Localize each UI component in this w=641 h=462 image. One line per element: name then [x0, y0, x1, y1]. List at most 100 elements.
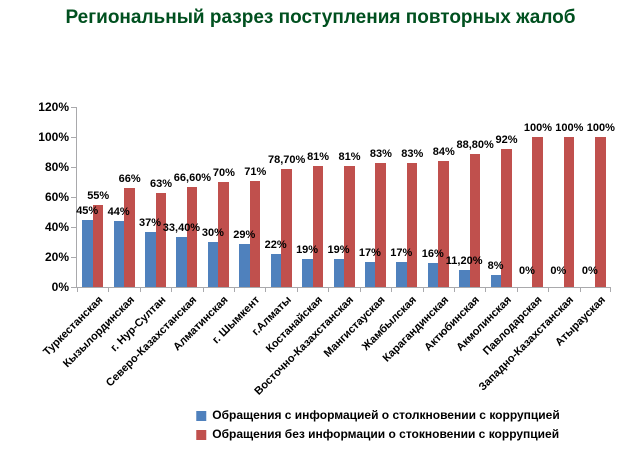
x-label-1: Туркестанская: [40, 294, 106, 359]
bar-red-16: [563, 137, 575, 287]
x-label-2: Кызылординская: [60, 294, 137, 371]
bar-red-13: [469, 153, 481, 287]
x-tick-5: [234, 287, 236, 292]
legend-label-red: Обращения без информации о стокновении с…: [212, 427, 560, 441]
y-tick-label-1: 20%: [44, 250, 69, 264]
bar-label-blue-2: 44%: [107, 206, 130, 218]
bar-blue-1: [82, 219, 93, 287]
bar-label-red-4: 66,60%: [173, 172, 212, 185]
x-label-6: г. Шымкент: [210, 294, 263, 347]
bar-label-blue-13: 11,20%: [445, 255, 483, 268]
x-label-10: Мангистауская: [322, 294, 388, 360]
bar-label-red-6: 71%: [244, 165, 267, 178]
y-tick-2: [71, 226, 77, 228]
y-tick-6: [71, 106, 77, 108]
bar-red-1: [92, 204, 104, 287]
legend-swatch-blue: [196, 410, 207, 421]
bar-blue-3: [145, 231, 156, 287]
x-tick-0: [77, 287, 78, 292]
bar-blue-12: [427, 263, 439, 287]
x-label-5: Алматинская: [171, 294, 231, 354]
bar-label-blue-12: 16%: [421, 248, 444, 260]
x-tick-14: [516, 287, 518, 292]
bar-label-blue-4: 33,40%: [162, 221, 201, 234]
x-tick-8: [328, 287, 330, 292]
bar-label-red-13: 88,80%: [456, 138, 494, 151]
bar-label-blue-16: 0%: [550, 265, 567, 277]
bar-blue-9: [333, 258, 344, 287]
x-label-17: Атырауская: [553, 294, 608, 349]
bar-label-blue-10: 17%: [358, 246, 381, 259]
legend: Обращения с информацией о столкновении с…: [196, 406, 560, 444]
legend-label-blue: Обращения с информацией о столкновении с…: [212, 408, 560, 422]
x-tick-15: [548, 287, 550, 292]
y-tick-label-3: 60%: [44, 190, 69, 204]
bar-red-17: [595, 137, 606, 287]
bar-red-11: [406, 162, 418, 287]
bar-label-blue-15: 0%: [519, 265, 535, 277]
x-tick-13: [485, 287, 487, 292]
bar-red-2: [124, 188, 135, 287]
bar-blue-5: [207, 242, 219, 287]
y-tick-3: [71, 196, 77, 198]
x-label-14: Акмолинская: [453, 294, 514, 354]
x-tick-7: [296, 287, 298, 292]
y-tick-label-6: 120%: [38, 100, 69, 114]
bar-label-red-1: 55%: [87, 189, 110, 202]
bar-label-blue-9: 19%: [327, 243, 350, 256]
y-tick-4: [71, 166, 77, 168]
bar-label-blue-1: 45%: [76, 204, 99, 217]
bar-red-10: [375, 162, 386, 287]
bar-red-15: [532, 137, 543, 287]
bar-red-9: [344, 165, 355, 287]
x-tick-6: [265, 287, 267, 292]
bar-label-red-11: 83%: [401, 147, 424, 160]
bar-blue-14: [490, 275, 502, 287]
x-label-8: Костанайская: [263, 294, 326, 356]
bar-label-blue-3: 37%: [139, 216, 162, 229]
x-tick-4: [202, 287, 204, 292]
bar-label-red-9: 81%: [338, 150, 361, 163]
x-label-9: Восточно-Казахстанская: [252, 294, 357, 398]
bar-label-blue-11: 17%: [390, 246, 413, 259]
y-tick-label-4: 80%: [44, 160, 69, 174]
bar-label-red-8: 81%: [307, 150, 330, 163]
bar-label-red-17: 100%: [586, 122, 615, 134]
x-label-11: Жамбылская: [360, 294, 420, 353]
y-tick-1: [71, 256, 77, 258]
legend-swatch-red: [196, 429, 207, 440]
x-label-15: Павлодарская: [481, 294, 545, 358]
bar-label-red-16: 100%: [555, 122, 584, 134]
x-tick-9: [359, 287, 361, 292]
bar-label-blue-17: 0%: [581, 265, 598, 277]
bar-blue-6: [239, 243, 250, 287]
x-tick-16: [579, 287, 581, 292]
y-tick-label-2: 40%: [44, 220, 69, 234]
chart-title: Региональный разрез поступления повторны…: [65, 7, 576, 28]
legend-row-red: Обращения без информации о стокновении с…: [196, 425, 559, 444]
bar-blue-7: [270, 254, 282, 287]
x-tick-12: [453, 287, 455, 292]
x-label-13: Актюбинская: [422, 294, 483, 354]
bar-red-8: [312, 165, 324, 287]
bar-blue-11: [396, 261, 407, 287]
x-label-7: г.Алматы: [249, 294, 294, 339]
bar-label-blue-14: 8%: [487, 260, 504, 272]
y-tick-0: [71, 286, 77, 288]
y-tick-5: [71, 136, 77, 138]
bar-label-red-7: 78,70%: [268, 153, 306, 166]
bar-label-red-5: 70%: [212, 167, 235, 179]
bar-label-red-3: 63%: [150, 177, 173, 190]
bar-blue-4: [176, 236, 187, 287]
bar-label-blue-7: 22%: [264, 239, 287, 251]
x-label-12: Карагандинская: [380, 294, 451, 365]
bar-label-red-12: 84%: [432, 146, 455, 158]
bar-label-blue-5: 30%: [201, 227, 224, 239]
bar-red-5: [218, 182, 229, 287]
bar-blue-8: [302, 258, 313, 287]
bar-blue-13: [459, 270, 470, 287]
y-tick-label-0: 0%: [51, 280, 69, 294]
bar-label-red-15: 100%: [523, 122, 553, 134]
x-tick-11: [422, 287, 424, 292]
